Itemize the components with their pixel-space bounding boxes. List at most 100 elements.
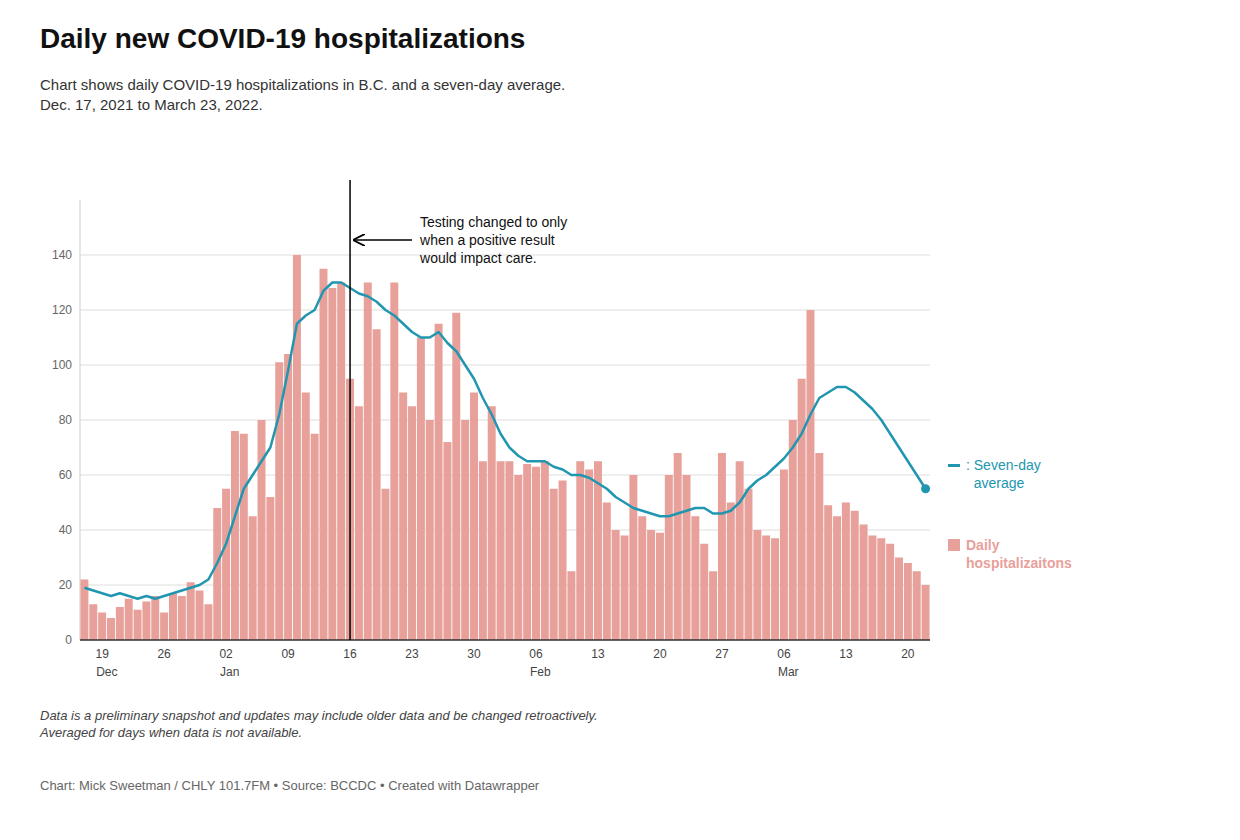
bar [629,475,637,640]
grid-line [80,310,930,311]
text-line: average [966,475,1025,491]
x-tick-label: 20 [901,647,915,661]
bar [461,420,469,640]
subtitle: Chart shows daily COVID-19 hospitalizati… [40,76,565,113]
bar [435,324,443,640]
bar [222,489,230,640]
text-line: Averaged for days when data is not avail… [39,725,302,740]
x-tick-label: 27 [715,647,729,661]
bar [169,593,177,640]
bar [886,544,894,640]
bar [98,613,106,641]
bar [178,596,186,640]
bar [187,582,195,640]
x-tick-label: 23 [405,647,419,661]
bar [505,461,513,640]
bar [373,329,381,640]
annotation: Testing changed to onlywhen a positive r… [419,214,567,266]
text-line: hospitalizaitons [966,555,1072,571]
bar [798,379,806,640]
bar [576,461,584,640]
bar [567,571,575,640]
bar [789,420,797,640]
bar [638,516,646,640]
text-line: Chart shows daily COVID-19 hospitalizati… [40,76,565,93]
bar [337,283,345,641]
bar [683,475,691,640]
bar [408,406,416,640]
bar [452,313,460,640]
bar [594,461,602,640]
annotation-arrow [354,239,412,241]
bar [913,571,921,640]
page: {"chart_data": { "type": "bar", "title":… [0,0,1240,840]
bar [364,283,372,641]
legend-entry: : Seven-day average [966,457,1041,491]
y-tick-label: 60 [59,468,73,482]
x-tick-label: 06 [777,647,791,661]
bar [815,453,823,640]
month-label: Mar [778,665,799,679]
grid-line [80,640,930,641]
bar [612,530,620,640]
text-line: Data is a preliminary snapshot and updat… [40,708,598,723]
x-tick-label: 30 [467,647,481,661]
bar [718,453,726,640]
y-tick-label: 40 [59,523,73,537]
plot-area [80,255,929,640]
bar [727,503,735,641]
bar [258,420,266,640]
text-line: Testing changed to only [420,214,567,230]
bar [443,442,451,640]
bar [196,591,204,641]
line [84,283,925,599]
x-tick-label: 13 [591,647,605,661]
bar [523,464,531,640]
grid-line [80,365,930,366]
month-label: Feb [530,665,551,679]
x-tick-label: 13 [839,647,853,661]
bar [621,536,629,641]
text-line: Dec. 17, 2021 to March 23, 2022. [40,96,263,113]
bar [514,475,522,640]
bar [806,310,814,640]
month-label: Dec [96,665,117,679]
bar [355,406,363,640]
bar [647,530,655,640]
chart: Daily new COVID-19 hospitalizations Chart… [0,0,1240,840]
bar [895,558,903,641]
bar [603,503,611,641]
legend-swatch [948,464,960,467]
bar [824,505,832,640]
bar [293,255,301,640]
bar [541,461,549,640]
bar [877,538,885,640]
bar [213,508,221,640]
bar [833,516,841,640]
bar [550,489,558,640]
y-tick-label: 100 [52,358,72,372]
bar [426,420,434,640]
title: Daily new COVID-19 hospitalizations [40,23,525,54]
y-tick-label: 80 [59,413,73,427]
event-line [349,180,351,640]
x-tick-label: 20 [653,647,667,661]
bar [160,613,168,641]
bar [860,525,868,641]
bar [470,393,478,641]
bar [497,461,505,640]
bar [922,585,930,640]
bar [231,431,239,640]
bar [709,571,717,640]
x-tick-label: 19 [95,647,109,661]
bar [665,475,673,640]
bar [284,354,292,640]
grid [80,255,930,640]
x-tick-label: 06 [529,647,543,661]
bar [134,610,142,640]
bar [142,602,150,641]
bar [745,489,753,640]
bar [204,604,212,640]
bar [107,618,115,640]
x-tick-label: 09 [281,647,295,661]
